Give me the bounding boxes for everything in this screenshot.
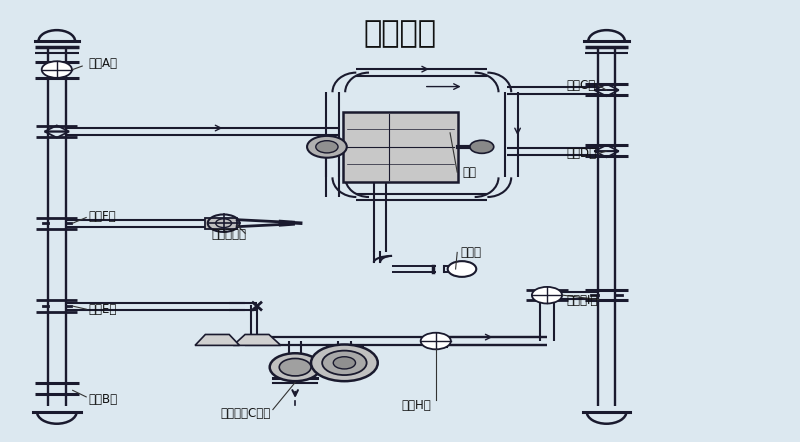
- Text: 消防栓I关: 消防栓I关: [567, 294, 598, 307]
- Text: 球阀B关: 球阀B关: [89, 392, 118, 406]
- Text: 球阀A关: 球阀A关: [89, 57, 118, 70]
- Polygon shape: [195, 335, 239, 345]
- Circle shape: [311, 344, 378, 381]
- Bar: [206, 217, 237, 229]
- Circle shape: [307, 136, 346, 158]
- Circle shape: [334, 357, 355, 369]
- Text: 球阀D关: 球阀D关: [567, 147, 597, 160]
- Text: 罐体口: 罐体口: [460, 246, 482, 259]
- Text: 三通球阀C加水: 三通球阀C加水: [220, 408, 270, 420]
- Circle shape: [448, 261, 476, 277]
- Text: 水泵加水: 水泵加水: [363, 19, 437, 48]
- Text: 球阀E关: 球阀E关: [89, 303, 117, 316]
- Circle shape: [322, 351, 366, 375]
- Text: 水泵: 水泵: [462, 166, 476, 179]
- Bar: [343, 112, 458, 182]
- Circle shape: [421, 333, 451, 349]
- Polygon shape: [233, 335, 281, 345]
- Circle shape: [42, 61, 72, 78]
- Text: 球阀C关: 球阀C关: [567, 79, 596, 92]
- Text: 球阀H开: 球阀H开: [401, 399, 430, 412]
- Circle shape: [316, 141, 338, 153]
- Text: 球阀F关: 球阀F关: [89, 210, 116, 223]
- Circle shape: [532, 287, 562, 304]
- Circle shape: [270, 353, 321, 381]
- Text: 洒水炮出口: 洒水炮出口: [211, 229, 246, 241]
- Circle shape: [470, 140, 494, 153]
- Circle shape: [279, 358, 311, 376]
